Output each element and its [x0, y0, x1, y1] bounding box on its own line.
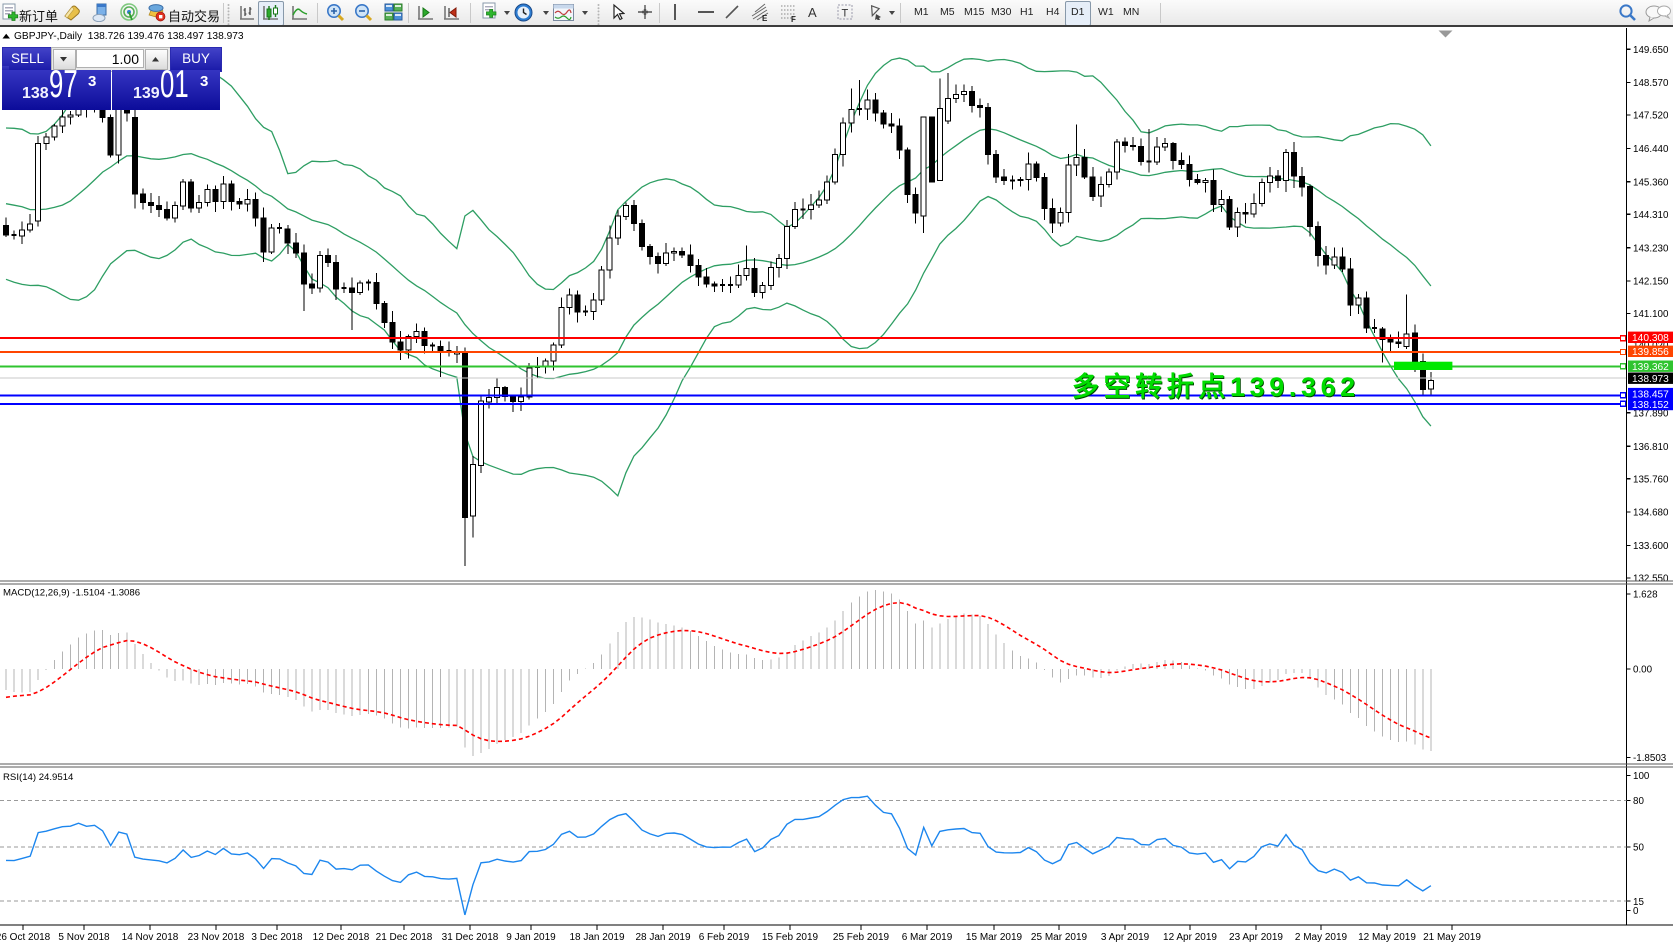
svg-text:148.570: 148.570: [1633, 78, 1669, 89]
svg-text:133.600: 133.600: [1633, 541, 1669, 552]
svg-text:0.00: 0.00: [1633, 665, 1653, 676]
svg-text:138.973: 138.973: [1632, 374, 1669, 385]
svg-text:25 Mar 2019: 25 Mar 2019: [1031, 932, 1088, 943]
svg-text:23 Apr 2019: 23 Apr 2019: [1229, 932, 1283, 943]
svg-text:147.520: 147.520: [1633, 111, 1669, 122]
svg-text:3 Dec 2018: 3 Dec 2018: [251, 932, 303, 943]
svg-text:12 Dec 2018: 12 Dec 2018: [313, 932, 370, 943]
svg-text:134.680: 134.680: [1633, 508, 1669, 519]
svg-text:28 Jan 2019: 28 Jan 2019: [635, 932, 690, 943]
svg-text:9 Jan 2019: 9 Jan 2019: [506, 932, 556, 943]
svg-text:144.310: 144.310: [1633, 210, 1669, 221]
svg-text:15 Feb 2019: 15 Feb 2019: [762, 932, 819, 943]
svg-text:MACD(12,26,9) -1.5104 -1.3086: MACD(12,26,9) -1.5104 -1.3086: [3, 588, 140, 599]
svg-text:15 Mar 2019: 15 Mar 2019: [966, 932, 1023, 943]
svg-text:12 May 2019: 12 May 2019: [1358, 932, 1416, 943]
svg-text:23 Nov 2018: 23 Nov 2018: [188, 932, 245, 943]
svg-text:137.890: 137.890: [1633, 408, 1669, 419]
svg-text:15: 15: [1633, 897, 1644, 908]
svg-text:3 Apr 2019: 3 Apr 2019: [1101, 932, 1150, 943]
svg-text:21 Dec 2018: 21 Dec 2018: [376, 932, 433, 943]
svg-text:E: E: [762, 14, 768, 23]
svg-text:0: 0: [1633, 906, 1639, 917]
svg-text:RSI(14) 24.9514: RSI(14) 24.9514: [3, 772, 74, 783]
svg-text:-1.8503: -1.8503: [1633, 753, 1667, 764]
svg-text:25 Feb 2019: 25 Feb 2019: [833, 932, 890, 943]
svg-text:F: F: [791, 15, 796, 23]
svg-text:142.150: 142.150: [1633, 277, 1669, 288]
svg-text:145.360: 145.360: [1633, 177, 1669, 188]
svg-text:139.362: 139.362: [1632, 362, 1669, 373]
svg-text:146.440: 146.440: [1633, 144, 1669, 155]
svg-text:T: T: [842, 8, 849, 20]
svg-text:1.628: 1.628: [1633, 590, 1658, 601]
svg-text:80: 80: [1633, 796, 1644, 807]
svg-text:21 May 2019: 21 May 2019: [1423, 932, 1481, 943]
svg-text:132.550: 132.550: [1633, 574, 1669, 585]
svg-text:31 Dec 2018: 31 Dec 2018: [442, 932, 499, 943]
svg-text:141.100: 141.100: [1633, 309, 1669, 320]
svg-text:149.650: 149.650: [1633, 45, 1669, 56]
svg-text:138.457: 138.457: [1632, 389, 1669, 400]
svg-text:18 Jan 2019: 18 Jan 2019: [569, 932, 624, 943]
svg-text:139.856: 139.856: [1632, 347, 1669, 358]
svg-text:5 Nov 2018: 5 Nov 2018: [58, 932, 110, 943]
svg-text:136.810: 136.810: [1633, 442, 1669, 453]
svg-text:2 May 2019: 2 May 2019: [1295, 932, 1348, 943]
svg-text:26 Oct 2018: 26 Oct 2018: [0, 932, 51, 943]
svg-text:6 Mar 2019: 6 Mar 2019: [902, 932, 953, 943]
svg-text:140.308: 140.308: [1632, 333, 1669, 344]
svg-text:100: 100: [1633, 771, 1650, 782]
svg-text:143.230: 143.230: [1633, 243, 1669, 254]
svg-text:50: 50: [1633, 843, 1644, 854]
svg-text:14 Nov 2018: 14 Nov 2018: [122, 932, 179, 943]
svg-text:138.152: 138.152: [1632, 400, 1669, 411]
svg-text:12 Apr 2019: 12 Apr 2019: [1163, 932, 1217, 943]
svg-text:135.760: 135.760: [1633, 474, 1669, 485]
svg-text:6 Feb 2019: 6 Feb 2019: [699, 932, 750, 943]
